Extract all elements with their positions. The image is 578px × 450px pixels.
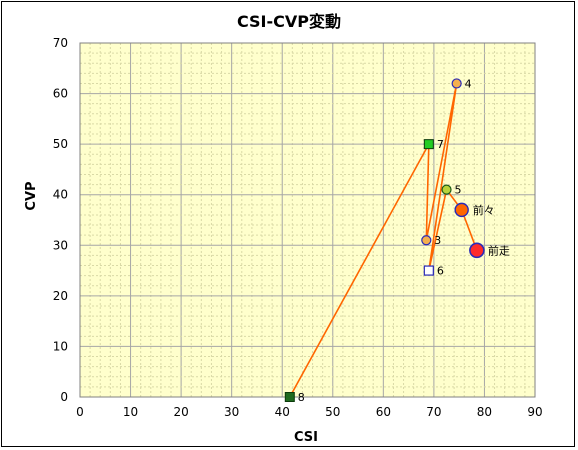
point-marker: [469, 242, 485, 259]
chart-title: CSI-CVP変動: [237, 12, 341, 31]
x-tick-label: 40: [275, 405, 290, 419]
point-marker: [454, 202, 469, 218]
point-marker: [421, 235, 432, 246]
point-marker: [423, 265, 434, 276]
point-label: 前々: [473, 203, 495, 217]
y-tick-label: 30: [53, 238, 68, 252]
point-label: 5: [455, 184, 462, 197]
ticks: 0 10 20 30 40 50 60 70 80 90 0 10 20 30 40 50 60 70: [53, 36, 543, 419]
y-tick-label: 50: [53, 137, 68, 151]
x-tick-label: 30: [224, 405, 239, 419]
grid: [80, 43, 535, 397]
x-tick-label: 80: [477, 405, 492, 419]
y-tick-label: 20: [53, 289, 68, 303]
point-label: 6: [437, 265, 444, 278]
point-label: 4: [465, 77, 472, 90]
point-marker: [441, 184, 452, 195]
plot-border: [79, 42, 536, 398]
y-tick-label: 60: [53, 87, 68, 101]
point-label: 3: [434, 234, 441, 247]
plot-area: [80, 43, 535, 397]
point-label: 7: [437, 138, 444, 151]
point-marker: [423, 139, 434, 150]
x-tick-label: 20: [173, 405, 188, 419]
y-tick-label: 10: [53, 339, 68, 353]
point-label: 前走: [488, 243, 510, 257]
y-tick-label: 0: [60, 390, 68, 404]
y-tick-label: 40: [53, 188, 68, 202]
x-tick-label: 90: [527, 405, 542, 419]
x-tick-label: 70: [426, 405, 441, 419]
y-axis-label: CVP: [24, 181, 39, 210]
x-tick-label: 10: [123, 405, 138, 419]
y-tick-label: 70: [53, 36, 68, 50]
point-marker: [451, 78, 462, 89]
point-label: 8: [298, 391, 305, 404]
x-tick-label: 60: [376, 405, 391, 419]
point-marker: [284, 392, 295, 402]
x-tick-label: 0: [76, 405, 84, 419]
x-axis-label: CSI: [294, 430, 318, 445]
x-tick-label: 50: [325, 405, 340, 419]
